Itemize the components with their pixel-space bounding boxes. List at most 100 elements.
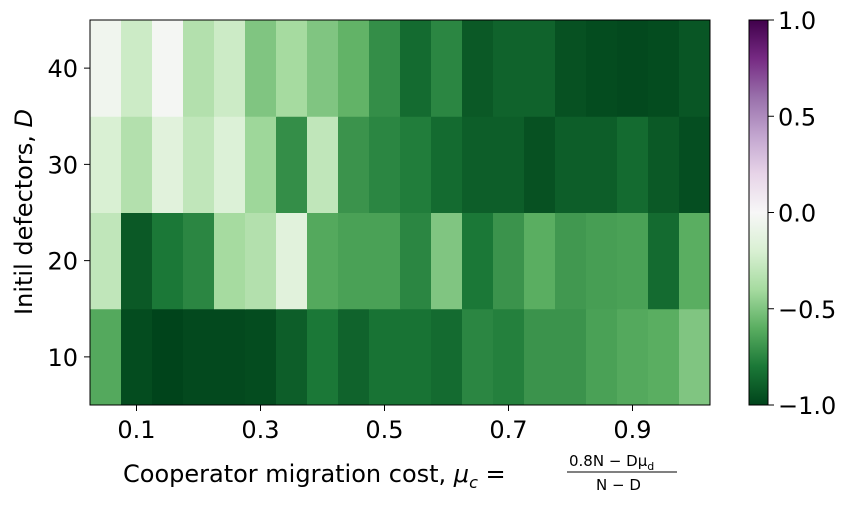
heatmap-cell xyxy=(524,20,556,117)
heatmap-cell xyxy=(307,20,339,117)
heatmap-cell xyxy=(648,116,680,213)
heatmap-cell xyxy=(338,116,370,213)
heatmap-cell xyxy=(369,116,401,213)
heatmap-cell xyxy=(214,308,246,406)
heatmap-cell xyxy=(431,20,463,117)
heatmap-cell xyxy=(121,212,153,310)
heatmap-cell xyxy=(555,116,587,213)
heatmap-cell xyxy=(400,20,432,117)
heatmap-cells xyxy=(90,20,711,406)
heatmap-cell xyxy=(307,116,339,213)
heatmap-cell xyxy=(152,308,184,406)
colorbar-tick-label: −1.0 xyxy=(778,392,836,420)
x-tick-label: 0.7 xyxy=(489,416,527,444)
heatmap-cell xyxy=(493,212,525,310)
heatmap-cell xyxy=(493,20,525,117)
heatmap-cell xyxy=(183,212,215,310)
heatmap-cell xyxy=(245,212,277,310)
colorbar xyxy=(748,19,769,406)
heatmap-cell xyxy=(431,212,463,310)
colorbar-tick-label: −0.5 xyxy=(778,296,836,324)
heatmap-cell xyxy=(183,116,215,213)
heatmap-cell xyxy=(338,212,370,310)
heatmap-cell xyxy=(369,212,401,310)
heatmap-cell xyxy=(121,308,153,406)
heatmap-cell xyxy=(276,308,308,406)
heatmap-cell xyxy=(245,20,277,117)
colorbar-tick-label: 1.0 xyxy=(778,7,816,35)
heatmap-cell xyxy=(400,308,432,406)
heatmap-cell xyxy=(90,116,122,213)
x-tick-label: 0.9 xyxy=(613,416,651,444)
heatmap-cell xyxy=(586,20,618,117)
heatmap-cell xyxy=(462,212,494,310)
heatmap-cell xyxy=(493,116,525,213)
heatmap-cell xyxy=(679,308,711,406)
heatmap-cell xyxy=(307,308,339,406)
y-axis-label: Initil defectors, D xyxy=(10,109,38,315)
heatmap-cell xyxy=(338,308,370,406)
heatmap-cell xyxy=(586,212,618,310)
heatmap-cell xyxy=(617,116,649,213)
heatmap-cell xyxy=(648,308,680,406)
heatmap-cell xyxy=(276,116,308,213)
heatmap-cell xyxy=(276,20,308,117)
heatmap-cell xyxy=(90,212,122,310)
y-tick-label: 10 xyxy=(47,344,78,372)
x-axis-label-fraction: 0.8N − Dμd N − D xyxy=(567,452,677,494)
heatmap-cell xyxy=(245,308,277,406)
heatmap-cell xyxy=(648,212,680,310)
y-axis-ticks: 10 20 30 40 xyxy=(47,55,90,372)
heatmap-cell xyxy=(214,20,246,117)
heatmap-cell xyxy=(462,20,494,117)
heatmap-cell xyxy=(152,116,184,213)
heatmap-cell xyxy=(276,212,308,310)
x-axis-label: Cooperator migration cost, μc = xyxy=(123,460,506,492)
colorbar-tick-label: 0.0 xyxy=(778,200,816,228)
heatmap-cell xyxy=(183,20,215,117)
heatmap-cell xyxy=(648,20,680,117)
colorbar-tick-label: 0.5 xyxy=(778,103,816,131)
heatmap-cell xyxy=(493,308,525,406)
x-tick-label: 0.1 xyxy=(117,416,155,444)
heatmap-cell xyxy=(307,212,339,310)
heatmap-cell xyxy=(121,116,153,213)
heatmap-cell xyxy=(400,212,432,310)
x-tick-label: 0.3 xyxy=(241,416,279,444)
heatmap-cell xyxy=(679,212,711,310)
heatmap-cell xyxy=(245,116,277,213)
heatmap-cell xyxy=(586,308,618,406)
heatmap-cell xyxy=(555,308,587,406)
heatmap-cell xyxy=(121,20,153,117)
heatmap-cell xyxy=(586,116,618,213)
heatmap-cell xyxy=(462,308,494,406)
svg-text:N − D: N − D xyxy=(596,476,641,494)
heatmap-cell xyxy=(617,20,649,117)
heatmap-cell xyxy=(679,20,711,117)
heatmap-cell xyxy=(90,308,122,406)
x-axis-ticks: 0.1 0.3 0.5 0.7 0.9 xyxy=(117,405,652,444)
heatmap-cell xyxy=(524,308,556,406)
heatmap-cell xyxy=(183,308,215,406)
heatmap-cell xyxy=(369,308,401,406)
plot-frame xyxy=(89,19,711,406)
heatmap-cell xyxy=(152,20,184,117)
heatmap-cell xyxy=(524,116,556,213)
heatmap-cell xyxy=(369,20,401,117)
colorbar-ticks: −1.0 −0.5 0.0 0.5 1.0 xyxy=(768,7,836,420)
svg-text:0.8N − Dμd: 0.8N − Dμd xyxy=(569,452,654,473)
y-tick-label: 30 xyxy=(47,151,78,179)
heatmap-cell xyxy=(462,116,494,213)
heatmap-cell xyxy=(338,20,370,117)
heatmap-cell xyxy=(90,20,122,117)
heatmap-cell xyxy=(431,116,463,213)
heatmap-cell xyxy=(617,308,649,406)
x-tick-label: 0.5 xyxy=(365,416,403,444)
heatmap-cell xyxy=(555,212,587,310)
heatmap-cell xyxy=(152,212,184,310)
heatmap-cell xyxy=(679,116,711,213)
heatmap-cell xyxy=(214,212,246,310)
y-tick-label: 40 xyxy=(47,55,78,83)
heatmap-cell xyxy=(214,116,246,213)
